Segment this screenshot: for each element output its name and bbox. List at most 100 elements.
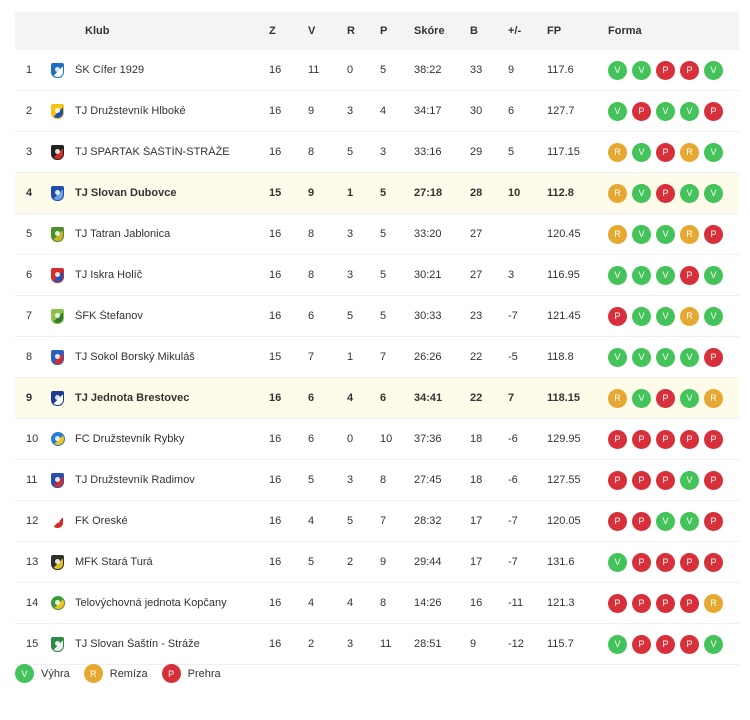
header-diff[interactable]: +/- [508, 25, 522, 37]
form-badge[interactable]: P [656, 388, 675, 408]
form-badge[interactable]: P [680, 265, 699, 285]
form-badge[interactable]: P [656, 593, 675, 613]
table-row[interactable]: 6 TJ Iskra Holíč 16 8 3 5 30:21 27 3 116.95 V V V P V [15, 255, 739, 296]
form-badge[interactable]: P [704, 552, 723, 572]
club-name[interactable]: TJ Tatran Jablonica [75, 228, 171, 240]
form-badge[interactable]: P [704, 224, 723, 244]
form-badge[interactable]: V [680, 183, 699, 203]
table-row[interactable]: 15 TJ Slovan Šaštín - Stráže 16 2 3 11 28:51 9 -… [15, 624, 739, 665]
form-badge[interactable]: P [632, 101, 651, 121]
club-name[interactable]: FC Družstevník Rybky [75, 433, 185, 445]
club-name[interactable]: TJ Družstevník Hlboké [75, 105, 186, 117]
table-row[interactable]: 9 TJ Jednota Brestovec 16 6 4 6 34:41 22 7 118.15… [15, 378, 739, 419]
form-badge[interactable]: V [704, 60, 723, 80]
form-badge[interactable]: V [680, 101, 699, 121]
form-badge[interactable]: P [704, 429, 723, 449]
form-badge[interactable]: V [608, 60, 627, 80]
club-name[interactable]: TJ Jednota Brestovec [75, 392, 190, 404]
form-badge[interactable]: V [656, 101, 675, 121]
table-row[interactable]: 5 TJ Tatran Jablonica 16 8 3 5 33:20 27 120.45 R V… [15, 214, 739, 255]
form-badge[interactable]: P [656, 429, 675, 449]
form-badge[interactable]: V [656, 265, 675, 285]
form-badge[interactable]: P [632, 511, 651, 531]
header-fp[interactable]: FP [547, 25, 562, 37]
form-badge[interactable]: P [704, 101, 723, 121]
form-badge[interactable]: P [656, 142, 675, 162]
form-badge[interactable]: V [704, 183, 723, 203]
club-name[interactable]: TJ Slovan Dubovce [75, 187, 177, 199]
table-row[interactable]: 1 ŠK Cífer 1929 16 11 0 5 38:22 33 9 117.6 V V P P V [15, 50, 739, 91]
form-badge[interactable]: P [608, 470, 627, 490]
table-row[interactable]: 3 TJ SPARTAK ŠAŠTÍN-STRÁŽE 16 8 5 3 33:16 29 5 11… [15, 132, 739, 173]
form-badge[interactable]: P [656, 552, 675, 572]
header-p[interactable]: P [380, 25, 388, 37]
form-badge[interactable]: V [656, 306, 675, 326]
form-badge[interactable]: R [704, 593, 723, 613]
club-name[interactable]: MFK Stará Turá [75, 556, 153, 568]
table-row[interactable]: 10 FC Družstevník Rybky 16 6 0 10 37:36 18 -6 129… [15, 419, 739, 460]
form-badge[interactable]: P [656, 470, 675, 490]
form-badge[interactable]: P [704, 347, 723, 367]
form-badge[interactable]: P [608, 511, 627, 531]
form-badge[interactable]: P [632, 429, 651, 449]
form-badge[interactable]: P [704, 470, 723, 490]
table-row[interactable]: 11 TJ Družstevník Radimov 16 5 3 8 27:45 18 -6 12… [15, 460, 739, 501]
table-row[interactable]: 14 Telovýchovná jednota Kopčany 16 4 4 8 14:26… [15, 583, 739, 624]
form-badge[interactable]: V [704, 142, 723, 162]
form-badge[interactable]: R [680, 224, 699, 244]
form-badge[interactable]: V [656, 224, 675, 244]
form-badge[interactable]: P [608, 306, 627, 326]
form-badge[interactable]: R [608, 142, 627, 162]
table-row[interactable]: 7 ŠFK Štefanov 16 6 5 5 30:33 23 -7 121.45 P V V R V [15, 296, 739, 337]
form-badge[interactable]: V [656, 347, 675, 367]
form-badge[interactable]: V [632, 60, 651, 80]
header-b[interactable]: B [470, 25, 478, 37]
form-badge[interactable]: P [656, 60, 675, 80]
form-badge[interactable]: P [680, 429, 699, 449]
form-badge[interactable]: V [680, 388, 699, 408]
form-badge[interactable]: V [704, 306, 723, 326]
form-badge[interactable]: P [680, 552, 699, 572]
form-badge[interactable]: V [632, 183, 651, 203]
form-badge[interactable]: V [704, 634, 723, 654]
club-name[interactable]: TJ Sokol Borský Mikuláš [75, 351, 195, 363]
form-badge[interactable]: R [608, 183, 627, 203]
form-badge[interactable]: P [680, 634, 699, 654]
header-v[interactable]: V [308, 25, 316, 37]
form-badge[interactable]: P [704, 511, 723, 531]
club-name[interactable]: TJ SPARTAK ŠAŠTÍN-STRÁŽE [75, 146, 230, 158]
form-badge[interactable]: P [632, 593, 651, 613]
form-badge[interactable]: V [656, 511, 675, 531]
form-badge[interactable]: P [608, 593, 627, 613]
form-badge[interactable]: V [680, 511, 699, 531]
form-badge[interactable]: P [656, 634, 675, 654]
club-name[interactable]: TJ Družstevník Radimov [75, 474, 195, 486]
form-badge[interactable]: V [680, 347, 699, 367]
header-r[interactable]: R [347, 25, 355, 37]
table-row[interactable]: 2 TJ Družstevník Hlboké 16 9 3 4 34:17 30 6 127.7… [15, 91, 739, 132]
form-badge[interactable]: V [632, 265, 651, 285]
form-badge[interactable]: P [608, 429, 627, 449]
club-name[interactable]: TJ Iskra Holíč [75, 269, 143, 281]
form-badge[interactable]: P [632, 634, 651, 654]
form-badge[interactable]: P [632, 552, 651, 572]
form-badge[interactable]: V [608, 347, 627, 367]
form-badge[interactable]: V [632, 142, 651, 162]
form-badge[interactable]: R [608, 224, 627, 244]
form-badge[interactable]: V [632, 388, 651, 408]
club-name[interactable]: ŠFK Štefanov [75, 310, 143, 322]
form-badge[interactable]: V [704, 265, 723, 285]
table-row[interactable]: 12 FK Oreské 16 4 5 7 28:32 17 -7 120.05 P P V V P [15, 501, 739, 542]
header-score[interactable]: Skóre [414, 25, 445, 37]
club-name[interactable]: ŠK Cífer 1929 [75, 64, 145, 76]
form-badge[interactable]: P [680, 593, 699, 613]
form-badge[interactable]: V [632, 224, 651, 244]
club-name[interactable]: FK Oreské [75, 515, 128, 527]
form-badge[interactable]: V [608, 634, 627, 654]
table-row[interactable]: 13 MFK Stará Turá 16 5 2 9 29:44 17 -7 131.6 V P P P P [15, 542, 739, 583]
form-badge[interactable]: R [704, 388, 723, 408]
form-badge[interactable]: R [680, 306, 699, 326]
form-badge[interactable]: R [608, 388, 627, 408]
form-badge[interactable]: V [608, 552, 627, 572]
form-badge[interactable]: V [632, 306, 651, 326]
